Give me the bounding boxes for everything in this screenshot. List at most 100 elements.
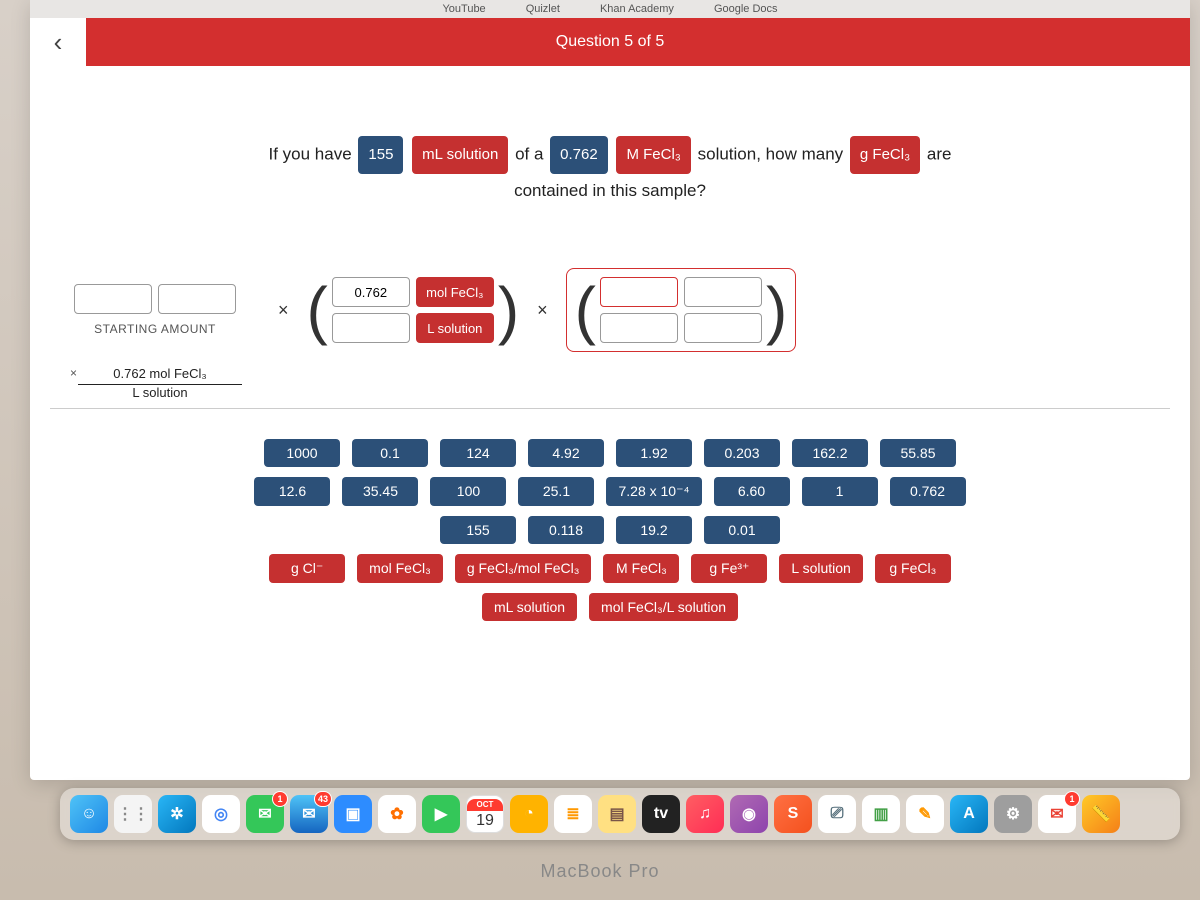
unit-slot[interactable]: mol FeCl₃ xyxy=(416,277,494,307)
unit-slot[interactable] xyxy=(684,313,762,343)
dock-badge: 1 xyxy=(272,791,288,807)
starting-amount-col: STARTING AMOUNT xyxy=(50,284,260,336)
dock-icon-chrome[interactable]: ◎ xyxy=(202,795,240,833)
browser-tab[interactable]: YouTube xyxy=(442,3,485,15)
bank-row: 1000 0.1 124 4.92 1.92 0.203 162.2 55.85 xyxy=(264,439,956,467)
unit-tile[interactable]: mL solution xyxy=(482,593,577,621)
number-tile[interactable]: 100 xyxy=(430,477,506,506)
browser-tab[interactable]: Google Docs xyxy=(714,3,778,15)
unit-chip: M FeCl₃ xyxy=(616,136,690,174)
dock-icon-appletv[interactable]: tv xyxy=(642,795,680,833)
paren-icon: ) xyxy=(498,278,519,342)
calendar-day: 19 xyxy=(476,811,494,829)
paren-icon: ( xyxy=(307,278,328,342)
multiply-icon: × xyxy=(272,300,295,321)
dock-icon-calendar[interactable]: OCT19 xyxy=(466,795,504,833)
answer-bank: 1000 0.1 124 4.92 1.92 0.203 162.2 55.85 12.6 35.… xyxy=(30,429,1190,631)
unit-tile[interactable]: mol FeCl₃ xyxy=(357,554,443,583)
dock-icon-finder[interactable]: ☺ xyxy=(70,795,108,833)
back-button[interactable]: ‹ xyxy=(30,18,86,66)
unit-slot[interactable] xyxy=(684,277,762,307)
number-tile[interactable]: 124 xyxy=(440,439,516,467)
number-tile[interactable]: 12.6 xyxy=(254,477,330,506)
question-text: solution, how many xyxy=(698,144,844,163)
dock-icon-gmail[interactable]: ✉1 xyxy=(1038,795,1076,833)
number-tile[interactable]: 1000 xyxy=(264,439,340,467)
dock-badge: 1 xyxy=(1064,791,1080,807)
unit-tile[interactable]: g Fe³⁺ xyxy=(691,554,767,583)
unit-slot[interactable] xyxy=(158,284,236,314)
bank-row: g Cl⁻ mol FeCl₃ g FeCl₃/mol FeCl₃ M FeCl₃ g … xyxy=(269,554,951,583)
browser-tab[interactable]: Quizlet xyxy=(526,3,560,15)
question-text: of a xyxy=(515,144,543,163)
dock-badge: 43 xyxy=(314,791,332,807)
number-tile[interactable]: 0.01 xyxy=(704,516,780,544)
browser-tabstrip: YouTube Quizlet Khan Academy Google Docs xyxy=(30,0,1190,18)
multiply-icon: × xyxy=(70,366,77,380)
value-slot[interactable] xyxy=(600,277,678,307)
question-body: If you have 155 mL solution of a 0.762 M… xyxy=(30,66,1190,238)
number-tile[interactable]: 1.92 xyxy=(616,439,692,467)
number-tile[interactable]: 1 xyxy=(802,477,878,506)
dock-icon-shortcuts[interactable]: S xyxy=(774,795,812,833)
browser-tab[interactable]: Khan Academy xyxy=(600,3,674,15)
unit-slot[interactable]: L solution xyxy=(416,313,494,343)
dock-icon-appstore[interactable]: A xyxy=(950,795,988,833)
bank-row: 155 0.118 19.2 0.01 xyxy=(440,516,780,544)
work-area: STARTING AMOUNT × ( 0.762 mol FeCl₃ L so… xyxy=(30,268,1190,362)
value-slot[interactable] xyxy=(332,313,410,343)
paren-icon: ) xyxy=(766,278,787,342)
dock-icon-safari[interactable]: ✲ xyxy=(158,795,196,833)
unit-tile[interactable]: g FeCl₃ xyxy=(875,554,951,583)
number-tile[interactable]: 7.28 x 10⁻⁴ xyxy=(606,477,701,506)
dock-icon-pages[interactable]: ✎ xyxy=(906,795,944,833)
question-text: are xyxy=(927,144,952,163)
dock-icon-measure[interactable]: 📏 xyxy=(1082,795,1120,833)
dock-icon-podcasts[interactable]: ◉ xyxy=(730,795,768,833)
conversion-factor-2-active[interactable]: ( ) xyxy=(566,268,797,352)
number-tile[interactable]: 0.1 xyxy=(352,439,428,467)
dock-icon-photos[interactable]: ✿ xyxy=(378,795,416,833)
bank-row: mL solution mol FeCl₃/L solution xyxy=(482,593,738,621)
calendar-month: OCT xyxy=(467,799,503,811)
unit-chip: g FeCl₃ xyxy=(850,136,920,174)
dock-icon-launchpad[interactable]: ⋮⋮ xyxy=(114,795,152,833)
value-slot[interactable] xyxy=(600,313,678,343)
applied-numerator: 0.762 mol FeCl₃ xyxy=(78,366,242,385)
value-chip: 155 xyxy=(358,136,403,174)
multiply-icon: × xyxy=(531,300,554,321)
value-slot[interactable]: 0.762 xyxy=(332,277,410,307)
dock-icon-settings[interactable]: ⚙ xyxy=(994,795,1032,833)
dock-icon-zoom[interactable]: ▣ xyxy=(334,795,372,833)
number-tile[interactable]: 6.60 xyxy=(714,477,790,506)
unit-tile[interactable]: g FeCl₃/mol FeCl₃ xyxy=(455,554,592,583)
unit-tile[interactable]: g Cl⁻ xyxy=(269,554,345,583)
dock-icon-facetime[interactable]: ▶ xyxy=(422,795,460,833)
number-tile[interactable]: 162.2 xyxy=(792,439,868,467)
dock-icon-messages[interactable]: ✉1 xyxy=(246,795,284,833)
divider xyxy=(50,408,1170,409)
laptop-label: MacBook Pro xyxy=(540,861,659,882)
dock-icon-clock[interactable]: ◔ xyxy=(510,795,548,833)
value-slot[interactable] xyxy=(74,284,152,314)
number-tile[interactable]: 0.118 xyxy=(528,516,604,544)
unit-tile[interactable]: L solution xyxy=(779,554,862,583)
number-tile[interactable]: 0.203 xyxy=(704,439,780,467)
dock-icon-reminders[interactable]: ≣ xyxy=(554,795,592,833)
starting-amount-label: STARTING AMOUNT xyxy=(50,322,260,336)
number-tile[interactable]: 19.2 xyxy=(616,516,692,544)
dock-icon-mail[interactable]: ✉43 xyxy=(290,795,328,833)
number-tile[interactable]: 55.85 xyxy=(880,439,956,467)
unit-tile[interactable]: mol FeCl₃/L solution xyxy=(589,593,738,621)
macos-dock[interactable]: ☺⋮⋮✲◎✉1✉43▣✿▶OCT19◔≣▤tv♫◉S⎚▥✎A⚙✉1📏 xyxy=(60,788,1180,840)
dock-icon-music[interactable]: ♫ xyxy=(686,795,724,833)
dock-icon-keynote[interactable]: ⎚ xyxy=(818,795,856,833)
number-tile[interactable]: 25.1 xyxy=(518,477,594,506)
dock-icon-numbers[interactable]: ▥ xyxy=(862,795,900,833)
unit-tile[interactable]: M FeCl₃ xyxy=(603,554,679,583)
number-tile[interactable]: 35.45 xyxy=(342,477,418,506)
number-tile[interactable]: 4.92 xyxy=(528,439,604,467)
dock-icon-notes[interactable]: ▤ xyxy=(598,795,636,833)
number-tile[interactable]: 0.762 xyxy=(890,477,966,506)
number-tile[interactable]: 155 xyxy=(440,516,516,544)
